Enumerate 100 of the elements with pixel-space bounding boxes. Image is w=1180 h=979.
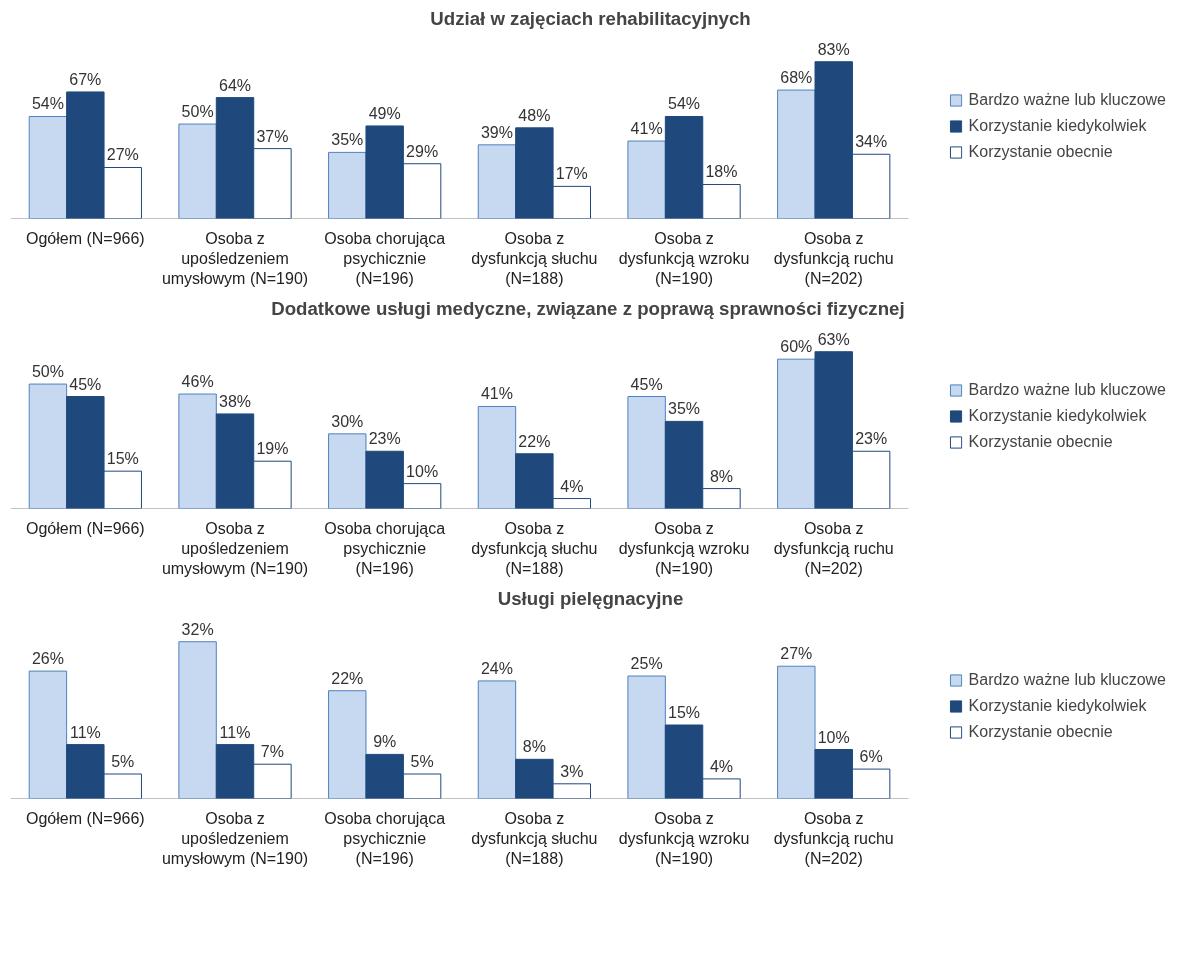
data-label: 22% (518, 432, 551, 450)
data-label: 30% (331, 412, 364, 430)
x-tick-label: Osoba chorująca psychicznie (N=196) (324, 229, 446, 288)
data-label: 83% (817, 40, 850, 58)
data-label: 3% (560, 762, 584, 780)
data-label: 15% (106, 450, 139, 468)
data-label: 4% (709, 757, 734, 775)
data-label: 54% (31, 95, 64, 113)
data-label: 6% (859, 748, 883, 766)
chart-title: Usługi pielęgnacyjne (497, 587, 684, 609)
chart-title: Dodatkowe usługi medyczne, związane z poprawą sprawności fizycznej (271, 297, 905, 319)
data-label: 68% (780, 69, 813, 87)
data-label: 60% (780, 338, 813, 356)
bar (328, 690, 367, 799)
bar (627, 396, 666, 509)
x-tick-label: Ogółem (N=966) (25, 809, 145, 827)
data-label: 11% (69, 723, 101, 741)
legend-label: Korzystanie kiedykolwiek (968, 406, 1147, 425)
data-label: 26% (31, 650, 64, 668)
data-label: 35% (668, 400, 701, 418)
bar (477, 680, 517, 799)
data-label: 22% (331, 669, 364, 687)
data-label: 4% (560, 477, 584, 495)
bar (178, 123, 217, 219)
data-label: 32% (181, 620, 214, 638)
legend-label: Korzystanie kiedykolwiek (968, 116, 1147, 135)
x-tick-label: Osoba z upośledzeniem umysłowym (N=190) (161, 229, 309, 288)
data-label: 63% (817, 330, 850, 348)
data-label: 5% (410, 753, 434, 770)
data-label: 23% (368, 430, 401, 448)
x-tick-label: Osoba z dysfunkcją ruchu (N=202) (773, 229, 894, 288)
bar (28, 670, 68, 799)
data-label: 64% (219, 76, 252, 94)
data-label: 50% (31, 363, 64, 381)
legend-label: Korzystanie obecnie (968, 142, 1113, 161)
bar (777, 358, 816, 509)
data-label: 7% (260, 743, 284, 761)
x-tick-label: Osoba z upośledzeniem umysłowym (N=190) (161, 519, 309, 578)
x-tick-label: Osoba z dysfunkcją ruchu (N=202) (773, 519, 894, 578)
data-label: 18% (705, 163, 738, 181)
x-tick-label: Osoba z dysfunkcją słuchu (N=188) (471, 229, 598, 288)
data-label: 46% (181, 373, 214, 391)
data-label: 8% (522, 738, 546, 756)
legend-label: Bardzo ważne lub kluczowe (968, 380, 1166, 399)
bar (328, 433, 367, 509)
x-tick-label: Osoba z dysfunkcją słuchu (N=188) (471, 809, 598, 868)
data-label: 49% (368, 104, 401, 122)
data-label: 23% (855, 430, 888, 448)
data-label: 34% (855, 133, 888, 151)
data-label: 37% (256, 127, 289, 145)
bar (777, 89, 816, 219)
bar (477, 144, 517, 219)
data-label: 27% (106, 146, 139, 164)
bar (627, 675, 666, 799)
bar (627, 140, 666, 219)
data-label: 9% (373, 733, 397, 751)
data-label: 27% (780, 645, 813, 663)
bar (178, 393, 217, 509)
x-tick-label: Osoba z dysfunkcją wzroku (N=190) (618, 809, 750, 868)
x-tick-label: Ogółem (N=966) (25, 519, 145, 537)
data-label: 10% (406, 462, 439, 480)
data-label: 41% (630, 120, 663, 138)
bar (28, 116, 68, 219)
x-tick-label: Osoba z dysfunkcją wzroku (N=190) (618, 519, 750, 578)
data-label: 38% (219, 392, 252, 410)
x-tick-label: Osoba z dysfunkcją wzroku (N=190) (618, 229, 750, 288)
x-tick-label: Osoba z dysfunkcją słuchu (N=188) (471, 519, 598, 578)
chart-title: Udział w zajęciach rehabilitacyjnych (430, 7, 751, 29)
data-label: 24% (480, 659, 513, 677)
x-tick-label: Osoba z dysfunkcją ruchu (N=202) (773, 809, 894, 868)
data-label: 45% (630, 375, 663, 393)
legend-label: Bardzo ważne lub kluczowe (968, 90, 1166, 109)
data-label: 8% (709, 467, 734, 485)
bar (777, 665, 816, 799)
data-label: 29% (406, 142, 439, 160)
x-tick-label: Osoba chorująca psychicznie (N=196) (324, 519, 446, 578)
data-label: 45% (69, 375, 102, 393)
data-label: 19% (256, 440, 289, 458)
x-tick-label: Osoba chorująca psychicznie (N=196) (324, 809, 446, 868)
data-label: 67% (69, 70, 102, 88)
bar (328, 151, 367, 219)
legend-label: Korzystanie obecnie (968, 722, 1113, 741)
x-tick-label: Ogółem (N=966) (25, 229, 145, 247)
data-label: 17% (555, 165, 588, 183)
data-label: 39% (480, 123, 513, 141)
legend-label: Korzystanie kiedykolwiek (968, 696, 1147, 715)
data-label: 11% (219, 723, 251, 741)
bar (477, 405, 517, 509)
data-label: 5% (111, 753, 135, 770)
data-label: 35% (331, 131, 364, 149)
data-label: 25% (630, 655, 663, 673)
data-label: 41% (480, 385, 513, 403)
legend-label: Bardzo ważne lub kluczowe (968, 670, 1166, 689)
data-label: 15% (668, 704, 701, 722)
x-tick-label: Osoba z upośledzeniem umysłowym (N=190) (161, 809, 309, 868)
data-label: 54% (668, 95, 701, 113)
data-label: 50% (181, 103, 214, 121)
data-label: 48% (518, 106, 551, 124)
bar (28, 383, 68, 509)
legend-label: Korzystanie obecnie (968, 432, 1113, 451)
